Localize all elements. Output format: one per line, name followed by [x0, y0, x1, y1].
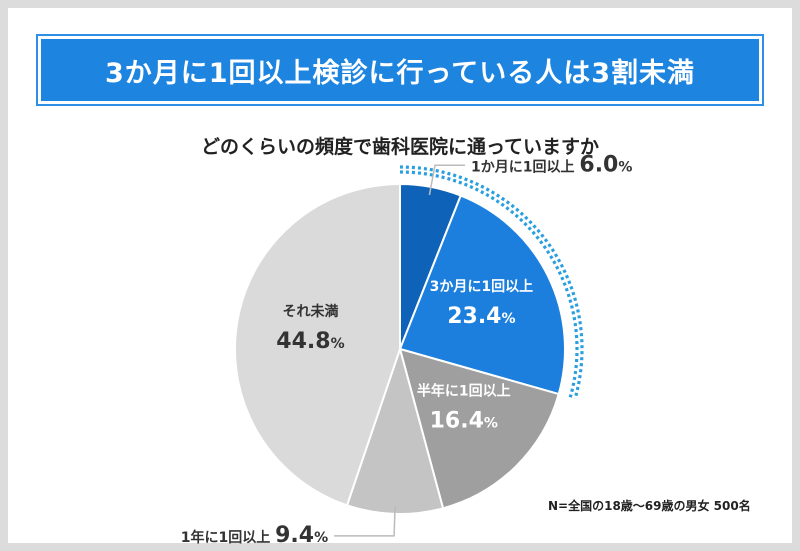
slice-value-2: 23.4% — [447, 304, 515, 329]
slice-category-3: 半年に1回以上 — [417, 383, 511, 400]
chart-question: どのくらいの頻度で歯科医院に通っていますか — [200, 136, 600, 158]
title-banner-fill: 3か月に1回以上検診に行っている人は3割未満 — [41, 39, 759, 101]
title-banner: 3か月に1回以上検診に行っている人は3割未満 — [36, 34, 764, 106]
sample-note: N=全国の18歳～69歳の男女 500名 — [548, 499, 751, 513]
leader-line-4 — [334, 505, 396, 537]
leader-line-1 — [428, 164, 465, 196]
page-title: 3か月に1回以上検診に行っている人は3割未満 — [104, 57, 695, 89]
pie-slice-5 — [234, 182, 401, 507]
pie-slice-3 — [398, 347, 560, 510]
slice-category-2: 3か月に1回以上 — [430, 279, 533, 295]
slice-label-4: 1年に1回以上 9.4% — [181, 523, 328, 548]
slice-category-5: それ未満 — [282, 303, 338, 320]
slice-value-5: 44.8% — [276, 329, 344, 354]
slice-value-3: 16.4% — [430, 409, 498, 434]
highlight-arc-2 — [399, 165, 584, 400]
highlight-arc-1 — [399, 170, 579, 398]
slice-label-1: 1か月に1回以上 6.0% — [471, 152, 632, 177]
pie-slice-2 — [398, 194, 566, 396]
